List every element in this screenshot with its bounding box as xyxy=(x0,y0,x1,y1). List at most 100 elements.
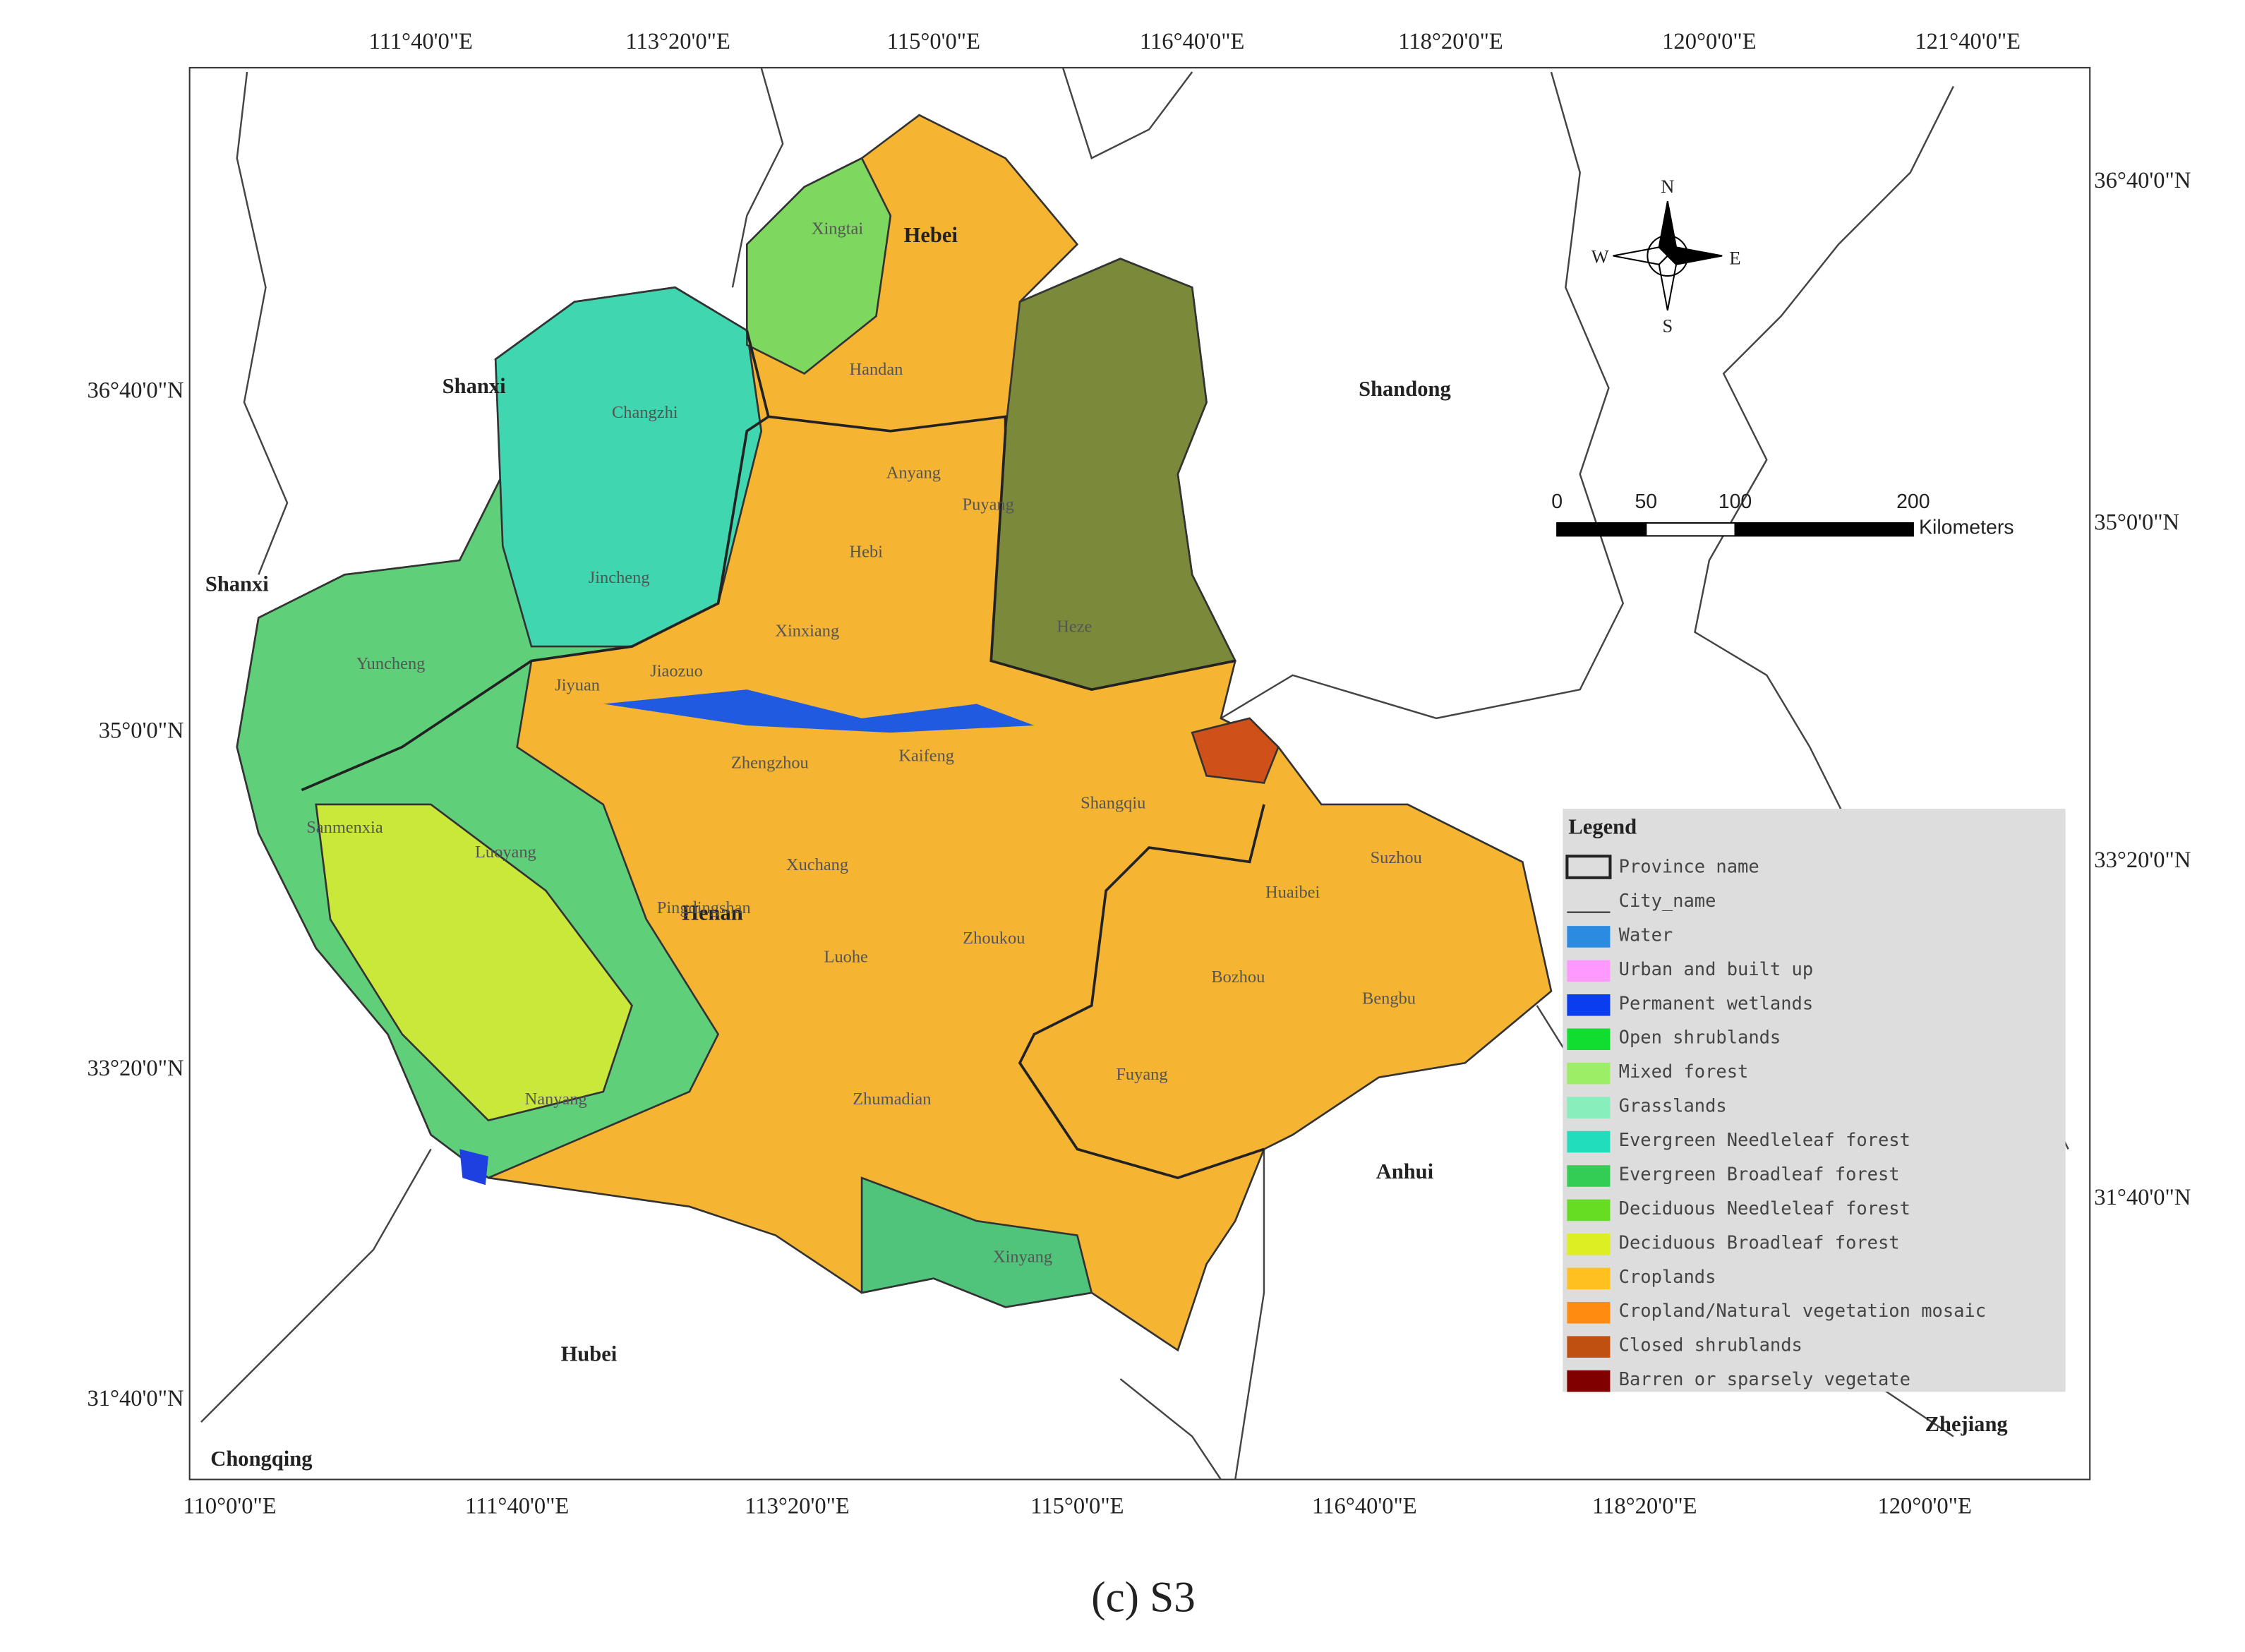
river xyxy=(603,689,1035,733)
top-coordinate-label: 120°0'0"E xyxy=(1662,29,1756,54)
city-label: Huaibei xyxy=(1265,883,1320,902)
compass-letter: N xyxy=(1661,176,1674,197)
legend-title: Legend xyxy=(1568,815,1637,839)
top-coordinate-label: 115°0'0"E xyxy=(887,29,980,54)
boundary-line xyxy=(1119,1378,1222,1481)
scale-unit: Kilometers xyxy=(1919,517,2014,539)
bottom-coordinate-label: 110°0'0"E xyxy=(183,1494,277,1519)
bottom-coordinate-label: 120°0'0"E xyxy=(1877,1494,1971,1519)
city-label: Fuyang xyxy=(1116,1065,1167,1084)
province-label: Anhui xyxy=(1376,1159,1434,1183)
region-deciduous xyxy=(315,803,633,1122)
legend-swatch xyxy=(1567,1165,1611,1187)
city-label: Jiyuan xyxy=(555,676,600,695)
legend-label: Province name xyxy=(1619,856,1759,877)
legend-label: Urban and built up xyxy=(1619,958,1814,979)
legend-swatch xyxy=(1567,1301,1611,1324)
region-needleleaf xyxy=(494,286,762,648)
city-label: Bengbu xyxy=(1362,989,1416,1008)
city-label: Heze xyxy=(1057,617,1092,636)
scale-segment xyxy=(1734,522,1914,537)
city-label: Sanmenxia xyxy=(306,818,383,837)
province-boundary xyxy=(768,415,1236,692)
right-coordinate-label: 35°0'0"N xyxy=(2094,510,2179,536)
city-label: Luohe xyxy=(824,947,868,966)
legend-swatch xyxy=(1567,926,1611,948)
caption: (c) S3 xyxy=(1091,1574,1196,1622)
boundary-line xyxy=(1220,71,1625,720)
city-label: Xuchang xyxy=(786,855,848,874)
legend-swatch xyxy=(1567,1336,1611,1358)
compass-arrow xyxy=(1666,246,1723,265)
boundary-line xyxy=(1234,1149,1265,1480)
legend-box xyxy=(1563,809,2066,1392)
scale-segment xyxy=(1556,522,1647,537)
province-label: Shanxi xyxy=(443,374,506,398)
city-label: Anyang xyxy=(886,463,941,482)
legend-label: Open shrublands xyxy=(1619,1027,1781,1048)
left-coordinate-label: 35°0'0"N xyxy=(99,718,184,744)
legend-label: Cropland/Natural vegetation mosaic xyxy=(1619,1300,1986,1321)
right-coordinate-label: 31°40'0"N xyxy=(2094,1185,2191,1210)
region-grass xyxy=(745,157,892,375)
legend-label: City_name xyxy=(1619,890,1716,911)
scale-tick-label: 100 xyxy=(1719,490,1752,513)
bottom-coordinate-label: 111°40'0"E xyxy=(465,1494,569,1519)
top-coordinate-label: 113°20'0"E xyxy=(625,29,730,54)
bottom-coordinate-label: 115°0'0"E xyxy=(1030,1494,1124,1519)
reservoir xyxy=(459,1149,488,1186)
province-label: Henan xyxy=(682,901,743,925)
scale-tick-label: 50 xyxy=(1635,490,1657,513)
legend-label: Evergreen Broadleaf forest xyxy=(1619,1163,1900,1184)
scale-segment xyxy=(1645,522,1736,537)
legend-label: Deciduous Broadleaf forest xyxy=(1619,1231,1900,1253)
city-label: Zhumadian xyxy=(853,1090,931,1109)
compass-letter: S xyxy=(1662,315,1673,336)
land-cover xyxy=(236,114,1553,1352)
legend-label: Evergreen Needleleaf forest xyxy=(1619,1129,1910,1150)
city-label: Hebi xyxy=(849,542,883,561)
legend-swatch xyxy=(1567,994,1611,1016)
province-boundary xyxy=(1018,804,1265,1180)
city-label: Xinyang xyxy=(993,1248,1052,1267)
province-label: Hubei xyxy=(561,1342,618,1365)
city-label: Xingtai xyxy=(812,219,863,239)
left-coordinate-label: 33°20'0"N xyxy=(87,1056,183,1081)
legend-swatch xyxy=(1567,1267,1611,1290)
province-label: Chongqing xyxy=(210,1447,312,1471)
legend-label: Mixed forest xyxy=(1619,1061,1749,1082)
city-label: Kaifeng xyxy=(898,746,954,765)
legend-swatch xyxy=(1567,1131,1611,1153)
top-coordinate-label: 121°40'0"E xyxy=(1915,29,2021,54)
legend-symbol xyxy=(1565,855,1612,879)
right-coordinate-label: 36°40'0"N xyxy=(2094,168,2191,193)
city-label: Pingdingshan xyxy=(657,898,751,917)
legend-label: Croplands xyxy=(1619,1266,1716,1287)
left-coordinate-label: 36°40'0"N xyxy=(87,378,183,403)
compass-letter: W xyxy=(1591,246,1609,267)
city-label: Zhoukou xyxy=(963,929,1025,948)
city-label: Handan xyxy=(850,360,903,379)
top-coordinate-label: 118°20'0"E xyxy=(1398,29,1503,54)
top-coordinate-label: 111°40'0"E xyxy=(369,29,473,54)
city-label: Jiaozuo xyxy=(650,661,703,680)
city-label: Bozhou xyxy=(1211,967,1265,987)
province-label: Hebei xyxy=(904,223,958,247)
bottom-coordinate-label: 118°20'0"E xyxy=(1592,1494,1697,1519)
legend-label: Barren or sparsely vegetate xyxy=(1619,1368,1910,1389)
scale-tick-label: 200 xyxy=(1896,490,1930,513)
region-shrubland xyxy=(1191,717,1280,784)
legend-label: Closed shrublands xyxy=(1619,1334,1802,1356)
legend-label: Water xyxy=(1619,924,1673,945)
province-boundaries xyxy=(301,330,1265,1180)
province-label: Zhejiang xyxy=(1925,1412,2008,1436)
province-label: Shandong xyxy=(1359,377,1451,401)
city-label: Jincheng xyxy=(589,568,650,587)
compass xyxy=(1613,201,1723,311)
boundary-line xyxy=(236,71,289,575)
city-label: Yuncheng xyxy=(356,654,426,673)
legend-swatch xyxy=(1567,1062,1611,1085)
legend-swatch xyxy=(1567,1199,1611,1222)
legend-label: Permanent wetlands xyxy=(1619,992,1814,1013)
